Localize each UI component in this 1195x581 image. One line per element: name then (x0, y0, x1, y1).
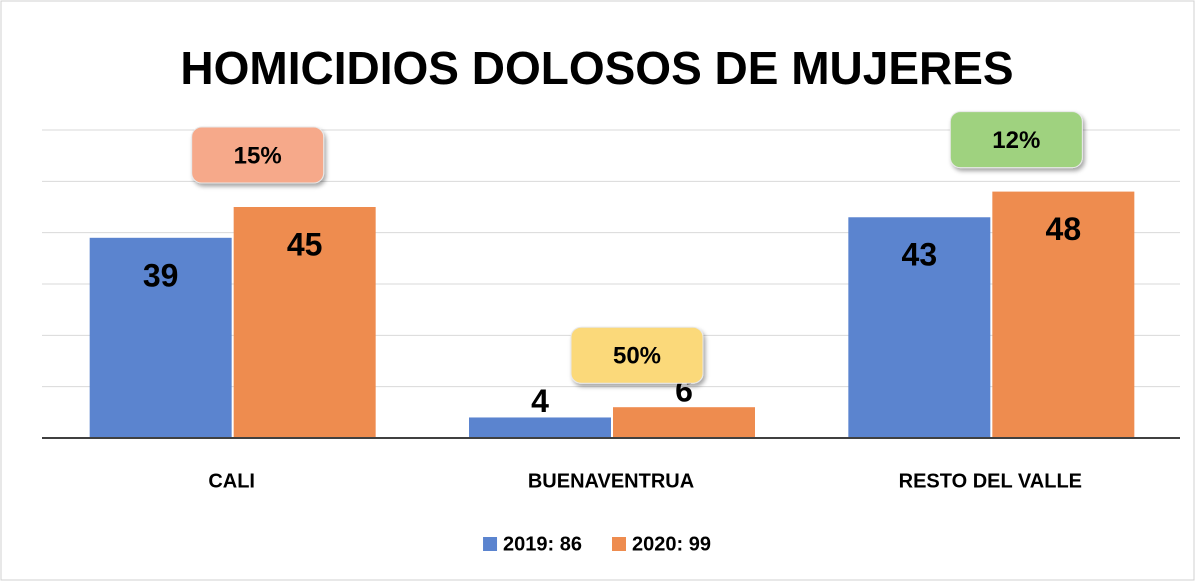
bar (848, 217, 991, 438)
value-label: 43 (902, 237, 938, 273)
annotation: 50% (613, 343, 661, 370)
annotation-box (191, 126, 325, 184)
legend: 2019: 86 2020: 99 (483, 533, 711, 555)
value-label: 39 (143, 257, 179, 293)
value-label: 4 (531, 383, 549, 419)
legend-swatch (483, 537, 498, 551)
value-label: 48 (1046, 211, 1082, 247)
annotation: 15% (234, 142, 282, 169)
x-tick-label: CALI (208, 470, 255, 492)
annotation-box (570, 326, 704, 384)
bar (233, 207, 376, 438)
bar (469, 417, 611, 438)
x-tick-label: RESTO DEL VALLE (899, 470, 1082, 492)
chart-title: HOMICIDIOS DOLOSOS DE MUJERES (180, 42, 1013, 94)
x-tick-label: BUENAVENTRUA (528, 470, 694, 492)
annotation-box (949, 111, 1083, 169)
bar (992, 191, 1135, 438)
annotation: 12% (992, 127, 1040, 154)
legend-label: 2019: 86 (503, 533, 582, 555)
legend-swatch (612, 537, 626, 551)
value-label: 45 (287, 226, 323, 262)
bar (89, 237, 232, 438)
legend-label: 2020: 99 (632, 533, 711, 555)
bar (613, 407, 755, 438)
